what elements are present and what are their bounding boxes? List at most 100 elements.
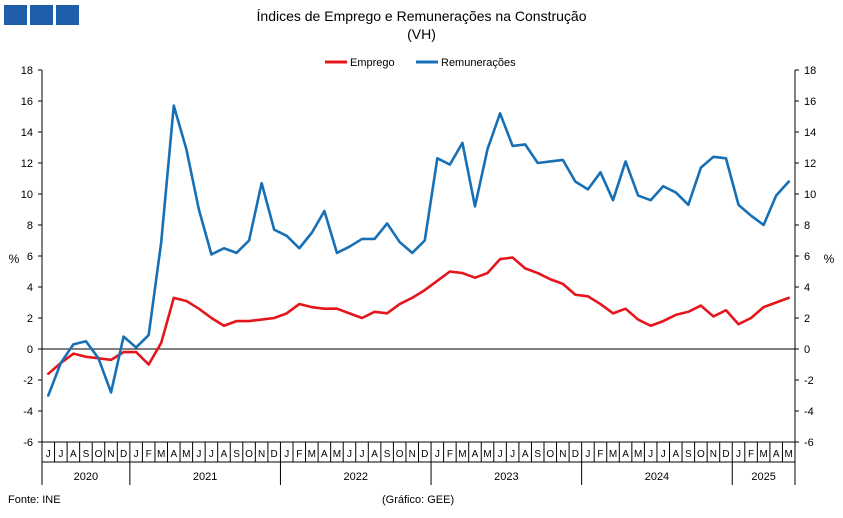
data-point <box>549 160 551 163</box>
data-point <box>788 297 790 299</box>
data-point <box>587 295 589 297</box>
data-point <box>47 394 49 397</box>
data-point <box>223 247 225 249</box>
data-point <box>763 306 765 308</box>
credit-note: (Gráfico: GEE) <box>382 494 455 506</box>
data-point <box>411 297 413 299</box>
data-point <box>474 277 476 279</box>
data-point <box>286 235 288 237</box>
x-tick-label: O <box>95 449 103 460</box>
data-point <box>737 204 740 206</box>
data-point <box>248 320 250 322</box>
right-tick-label: 14 <box>804 127 816 139</box>
data-point <box>637 318 639 321</box>
data-point <box>198 308 200 310</box>
logo-square-2 <box>30 5 53 25</box>
x-tick-label: A <box>321 449 328 460</box>
left-tick-label: -6 <box>23 437 33 449</box>
chart-title: Índices de Emprego e Remunerações na Con… <box>256 8 587 24</box>
right-tick-label: 2 <box>804 313 810 325</box>
data-point <box>562 283 564 285</box>
data-point <box>750 317 752 319</box>
right-tick-label: 8 <box>804 220 810 232</box>
chart-subtitle: (VH) <box>407 26 436 42</box>
x-tick-label: J <box>46 449 51 460</box>
x-tick-label: N <box>258 449 265 460</box>
data-point <box>210 317 213 319</box>
right-tick-label: 10 <box>804 189 816 201</box>
x-tick-label: M <box>157 449 165 460</box>
right-tick-label: 0 <box>804 344 810 356</box>
data-point <box>373 238 376 240</box>
left-tick-label: 4 <box>27 282 33 294</box>
data-point <box>650 325 652 327</box>
data-point <box>261 318 263 321</box>
data-point <box>599 171 602 173</box>
x-tick-label: J <box>209 449 214 460</box>
data-point <box>549 278 551 280</box>
data-point <box>60 362 62 364</box>
x-tick-label: A <box>773 449 780 460</box>
data-point <box>85 340 87 342</box>
data-point <box>148 334 150 336</box>
data-point <box>235 320 238 322</box>
data-point <box>700 167 702 169</box>
data-point <box>486 272 489 274</box>
left-tick-label: 16 <box>21 96 33 108</box>
data-point <box>122 351 125 353</box>
right-axis-title: % <box>824 252 835 266</box>
data-point <box>148 363 150 366</box>
x-tick-label: F <box>748 449 754 460</box>
x-tick-label: O <box>396 449 404 460</box>
data-point <box>624 160 627 163</box>
x-tick-label: J <box>736 449 741 460</box>
data-point <box>348 246 351 248</box>
data-point <box>323 210 325 212</box>
right-tick-label: 12 <box>804 158 816 170</box>
year-label: 2020 <box>74 471 98 483</box>
data-point <box>173 105 175 107</box>
x-tick-label: A <box>622 449 629 460</box>
data-point <box>135 346 137 349</box>
x-tick-label: M <box>759 449 767 460</box>
data-point <box>537 272 539 274</box>
right-tick-label: -2 <box>804 375 814 387</box>
data-point <box>261 182 263 184</box>
data-point <box>624 308 627 310</box>
data-point <box>160 342 162 344</box>
x-tick-label: S <box>233 449 240 460</box>
data-point <box>737 323 740 325</box>
x-tick-label: D <box>572 449 579 460</box>
x-tick-label: J <box>648 449 653 460</box>
data-point <box>361 317 363 319</box>
x-tick-label: M <box>333 449 341 460</box>
x-tick-label: D <box>421 449 428 460</box>
data-point <box>687 311 689 313</box>
data-point <box>411 252 413 254</box>
x-tick-label: S <box>83 449 90 460</box>
data-point <box>612 199 614 201</box>
data-point <box>612 312 614 314</box>
data-point <box>361 238 363 240</box>
left-axis-title: % <box>9 252 20 266</box>
x-tick-label: F <box>296 449 302 460</box>
data-point <box>173 297 175 299</box>
data-point <box>235 252 238 254</box>
data-point <box>185 300 187 302</box>
data-point <box>599 303 602 305</box>
x-tick-label: N <box>107 449 114 460</box>
x-tick-label: J <box>510 449 515 460</box>
data-point <box>323 308 325 310</box>
year-label: 2024 <box>645 471 669 483</box>
x-tick-label: O <box>245 449 253 460</box>
left-tick-label: 0 <box>27 344 33 356</box>
data-point <box>436 157 438 159</box>
x-tick-label: A <box>221 449 228 460</box>
data-point <box>675 191 677 194</box>
x-tick-label: D <box>722 449 729 460</box>
data-point <box>650 199 652 201</box>
x-tick-label: M <box>634 449 642 460</box>
data-point <box>486 148 489 150</box>
x-tick-label: J <box>360 449 365 460</box>
